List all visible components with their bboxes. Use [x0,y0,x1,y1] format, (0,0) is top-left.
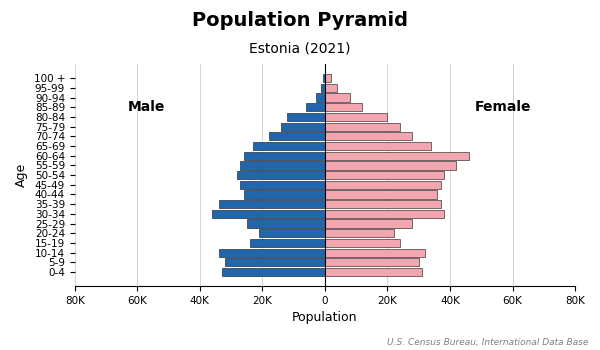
Bar [325,248,425,257]
Bar [325,132,412,140]
Bar [325,239,400,247]
Bar [250,239,325,247]
X-axis label: Population: Population [292,312,358,324]
Text: Estonia (2021): Estonia (2021) [249,42,351,56]
Y-axis label: Age: Age [15,163,28,187]
Bar [325,229,394,237]
Bar [225,258,325,266]
Bar [325,84,337,92]
Bar [222,268,325,276]
Text: U.S. Census Bureau, International Data Base: U.S. Census Bureau, International Data B… [386,337,588,346]
Bar [244,190,325,198]
Bar [316,93,325,102]
Bar [325,181,440,189]
Bar [325,210,444,218]
Bar [253,142,325,150]
Bar [325,93,350,102]
Bar [325,142,431,150]
Bar [325,103,362,111]
Bar [325,74,331,82]
Bar [238,171,325,179]
Bar [287,113,325,121]
Bar [212,210,325,218]
Bar [325,219,412,228]
Bar [325,122,400,131]
Bar [281,122,325,131]
Bar [321,84,325,92]
Bar [325,171,444,179]
Bar [325,113,388,121]
Bar [325,258,419,266]
Text: Female: Female [475,100,532,114]
Bar [218,200,325,208]
Bar [241,161,325,169]
Bar [325,152,469,160]
Bar [325,200,440,208]
Text: Male: Male [128,100,166,114]
Bar [269,132,325,140]
Text: Population Pyramid: Population Pyramid [192,10,408,29]
Bar [325,190,437,198]
Bar [325,268,422,276]
Bar [323,74,325,82]
Bar [247,219,325,228]
Bar [325,161,456,169]
Bar [241,181,325,189]
Bar [218,248,325,257]
Bar [259,229,325,237]
Bar [306,103,325,111]
Bar [244,152,325,160]
